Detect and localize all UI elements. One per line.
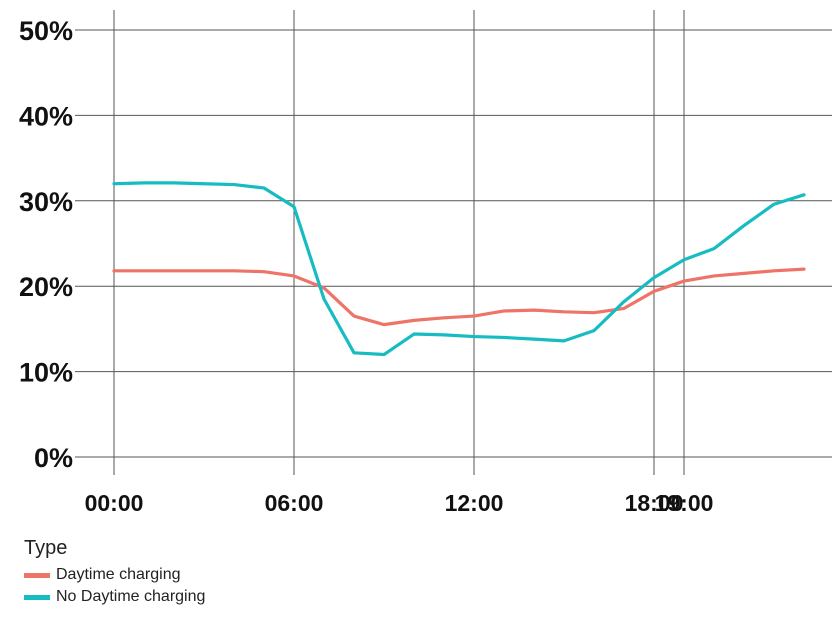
x-tick-label-3: 18:00 <box>625 490 684 516</box>
legend-swatch-no-daytime <box>24 594 50 600</box>
x-tick-label-0: 00:00 <box>85 490 144 516</box>
x-tick-label-2: 12:00 <box>445 490 504 516</box>
legend-item-no-daytime: No Daytime charging <box>24 586 205 608</box>
x-tick-label-4: 19:00 <box>655 490 714 516</box>
legend-title: Type <box>24 537 68 559</box>
y-tick-label-3: 30% <box>19 187 73 217</box>
series-lines <box>112 181 806 357</box>
legend: Type Daytime charging No Daytime chargin… <box>24 537 205 608</box>
y-tick-label-4: 40% <box>19 101 73 131</box>
y-tick-label-0: 0% <box>34 443 73 473</box>
legend-swatch-daytime <box>24 572 50 578</box>
legend-label-no-daytime: No Daytime charging <box>56 588 206 605</box>
y-axis-ticks: 0% 10% 20% 30% 40% 50% <box>19 16 73 473</box>
y-tick-label-1: 10% <box>19 358 73 388</box>
y-tick-label-5: 50% <box>19 16 73 46</box>
grid-lines <box>75 10 832 475</box>
series-line-1 <box>112 181 806 357</box>
legend-label-daytime: Daytime charging <box>56 566 181 583</box>
line-chart: 0% 10% 20% 30% 40% 50% 00:00 06:00 12:00 18:0019… <box>19 10 832 516</box>
legend-item-daytime: Daytime charging <box>24 564 205 586</box>
series-line-0 <box>112 267 806 327</box>
x-tick-label-1: 06:00 <box>265 490 324 516</box>
y-tick-label-2: 20% <box>19 272 73 302</box>
